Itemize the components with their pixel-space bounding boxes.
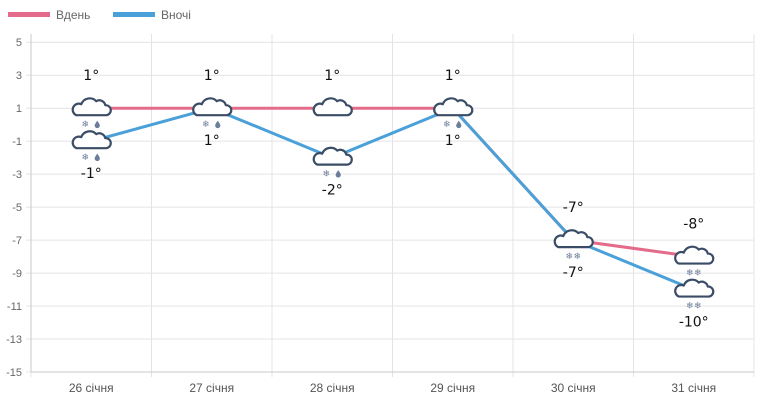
y-tick-label: -1 [12, 136, 22, 148]
svg-text:❄: ❄ [443, 119, 451, 129]
cloud-snow-rain-icon: ❄ [433, 97, 474, 129]
y-tick-label: 3 [16, 70, 22, 82]
svg-text:❄: ❄ [686, 268, 694, 278]
x-tick-label: 28 січня [310, 381, 355, 395]
weather-icons: ❄ ❄ ❄❄ ❄❄ ❄❄❄❄ ❄ [71, 97, 715, 311]
data-label: 1° [445, 68, 461, 84]
svg-text:❄: ❄ [573, 251, 581, 261]
data-label: 1° [83, 68, 99, 84]
legend-swatch [8, 12, 50, 17]
y-tick-label: -7 [12, 235, 22, 247]
legend-label: Вдень [56, 8, 90, 22]
y-tick-label: -15 [6, 367, 22, 379]
x-tick-label: 27 січня [189, 381, 234, 395]
cloud-snow-rain-icon: ❄ [192, 97, 233, 129]
data-label: 1° [324, 68, 340, 84]
x-tick-label: 26 січня [69, 381, 114, 395]
x-tick-label: 30 січня [551, 381, 596, 395]
svg-text:❄: ❄ [565, 251, 573, 261]
cloud-snow-icon: ❄ ❄ [553, 229, 594, 261]
cloud-snow-icon: ❄ ❄ [674, 245, 715, 278]
svg-text:❄: ❄ [686, 301, 694, 311]
y-tick-label: 1 [16, 103, 22, 115]
series-line [90, 106, 695, 291]
cloud-snow-icon: ❄ ❄ [674, 278, 715, 311]
cloud-snow-rain-icon: ❄ [71, 97, 112, 129]
cloud-snow-rain-icon: ❄ [71, 130, 112, 162]
data-label: -7° [563, 200, 584, 216]
cloud-icon [312, 97, 353, 117]
legend: Вдень Вночі [8, 8, 191, 22]
data-label: -2° [322, 183, 343, 199]
svg-text:❄: ❄ [81, 119, 89, 129]
y-tick-label: -13 [6, 334, 22, 346]
data-label: -10° [679, 315, 709, 331]
legend-swatch [113, 12, 155, 17]
y-tick-label: -11 [7, 301, 22, 313]
y-tick-label: -3 [12, 169, 22, 181]
cloud-snow-rain-icon: ❄ [312, 146, 353, 179]
data-label: 1° [204, 133, 220, 149]
data-label: -1° [81, 166, 102, 182]
x-tick-label: 31 січня [671, 381, 716, 395]
legend-label: Вночі [161, 8, 191, 22]
svg-text:❄: ❄ [322, 169, 330, 179]
data-label: 1° [445, 133, 461, 149]
grid [26, 34, 755, 377]
y-tick-label: 5 [16, 37, 22, 49]
data-labels: 1° 1° 1° 1° 1° 1° -7° -7° -8° -1° -2° -10° [81, 68, 709, 330]
y-axis: 5 3 1 -1 -3 -5 -7 -9 -11 -13 -15 [6, 37, 22, 379]
data-label: 1° [204, 68, 220, 84]
y-tick-label: -5 [12, 202, 22, 214]
svg-text:❄: ❄ [694, 301, 702, 311]
svg-text:❄: ❄ [694, 268, 702, 278]
y-tick-label: -9 [12, 268, 22, 280]
x-tick-label: 29 січня [430, 381, 475, 395]
data-label: -8° [683, 217, 704, 233]
x-axis: 26 січня 27 січня 28 січня 29 січня 30 січня… [69, 381, 716, 395]
svg-text:❄: ❄ [202, 119, 210, 129]
svg-text:❄: ❄ [81, 152, 89, 162]
data-label: -7° [563, 265, 584, 281]
